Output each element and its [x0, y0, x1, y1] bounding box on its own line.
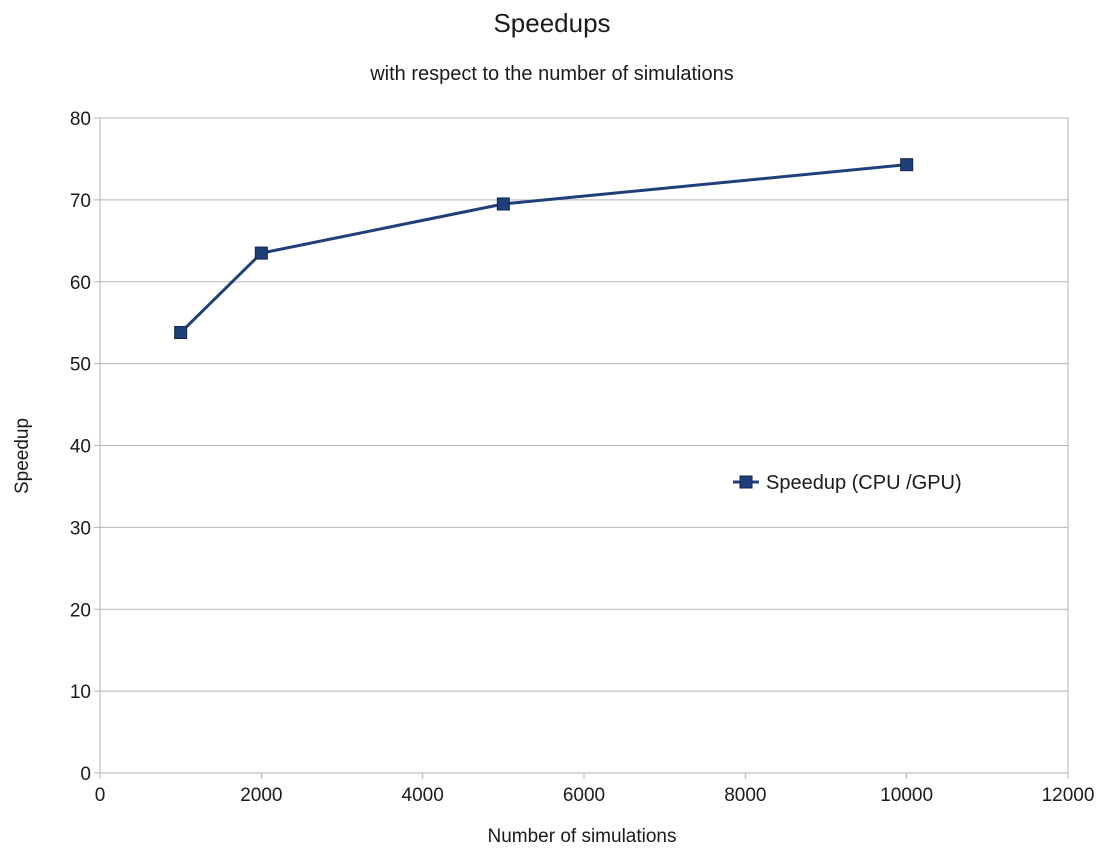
x-tick-label: 4000	[402, 785, 444, 806]
chart-subtitle: with respect to the number of simulation…	[369, 63, 734, 85]
x-axis-label: Number of simulations	[487, 826, 676, 847]
x-tick-label: 8000	[724, 785, 766, 806]
y-tick-label: 70	[70, 191, 91, 212]
x-tick-label: 0	[95, 785, 106, 806]
data-point-marker	[174, 326, 188, 340]
y-tick-label: 40	[70, 437, 91, 458]
legend-label: Speedup (CPU /GPU)	[766, 472, 962, 494]
x-tick-label: 12000	[1042, 785, 1095, 806]
y-tick-label: 80	[70, 109, 91, 130]
y-axis-ticks: 0 10 20 30 40 50 60 70 80	[70, 109, 100, 785]
x-axis-ticks: 0 2000 4000 6000 8000 10000 12000	[95, 773, 1095, 806]
data-point-marker	[496, 197, 510, 211]
y-tick-label: 10	[70, 682, 91, 703]
grid-lines	[100, 117, 1068, 774]
y-tick-label: 0	[80, 764, 91, 785]
data-point-marker	[900, 158, 914, 172]
legend-marker-swatch	[739, 475, 753, 489]
data-point-marker	[254, 246, 268, 260]
series-layer	[174, 158, 914, 340]
x-tick-label: 10000	[880, 785, 933, 806]
y-axis-label: Speedup	[12, 418, 33, 494]
legend: Speedup (CPU /GPU)	[733, 472, 962, 494]
y-tick-label: 20	[70, 600, 91, 621]
chart-title: Speedups	[493, 8, 610, 38]
y-tick-label: 60	[70, 273, 91, 294]
series-line	[179, 163, 907, 334]
y-tick-label: 30	[70, 518, 91, 539]
x-tick-label: 6000	[563, 785, 605, 806]
y-tick-label: 50	[70, 355, 91, 376]
x-tick-label: 2000	[240, 785, 282, 806]
